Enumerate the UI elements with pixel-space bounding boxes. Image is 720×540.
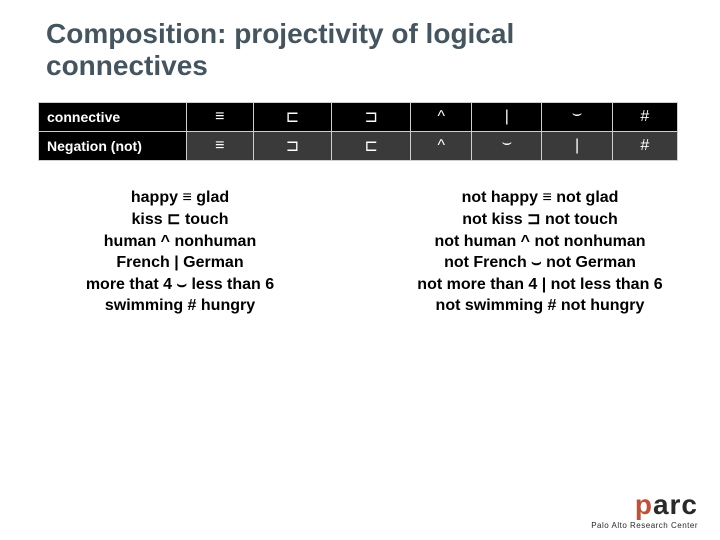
cell: ^ bbox=[411, 103, 472, 132]
projectivity-table: connective ≡ ⊏ ⊐ ^ | ⌣ # Negation (not) … bbox=[38, 102, 678, 161]
logo-accent-letter: p bbox=[635, 489, 653, 520]
cell: ⌣ bbox=[542, 103, 612, 132]
example-line: more that 4 ⌣ less than 6 bbox=[0, 274, 360, 296]
cell: | bbox=[542, 132, 612, 161]
cell: ≡ bbox=[187, 103, 254, 132]
example-line: not kiss ⊐ not touch bbox=[360, 209, 720, 231]
example-line: not French ⌣ not German bbox=[360, 252, 720, 274]
logo-rest: arc bbox=[653, 489, 698, 520]
example-line: human ^ nonhuman bbox=[0, 231, 360, 253]
slide-title: Composition: projectivity of logical con… bbox=[0, 0, 640, 82]
logo-subtitle: Palo Alto Research Center bbox=[591, 521, 698, 530]
logo-text: parc bbox=[591, 489, 698, 521]
cell: ⊏ bbox=[332, 132, 411, 161]
row-label: connective bbox=[39, 103, 187, 132]
example-line: swimming # hungry bbox=[0, 295, 360, 317]
cell: # bbox=[612, 103, 677, 132]
cell: | bbox=[472, 103, 542, 132]
table-row-negation: Negation (not) ≡ ⊐ ⊏ ^ ⌣ | # bbox=[39, 132, 678, 161]
cell: ⊐ bbox=[253, 132, 332, 161]
cell: ⌣ bbox=[472, 132, 542, 161]
example-line: kiss ⊏ touch bbox=[0, 209, 360, 231]
cell: ⊏ bbox=[253, 103, 332, 132]
example-line: not swimming # not hungry bbox=[360, 295, 720, 317]
cell: ^ bbox=[411, 132, 472, 161]
examples-right: not happy ≡ not glad not kiss ⊐ not touc… bbox=[360, 187, 720, 317]
examples-section: happy ≡ glad kiss ⊏ touch human ^ nonhum… bbox=[0, 187, 720, 317]
row-label: Negation (not) bbox=[39, 132, 187, 161]
examples-left: happy ≡ glad kiss ⊏ touch human ^ nonhum… bbox=[0, 187, 360, 317]
example-line: happy ≡ glad bbox=[0, 187, 360, 209]
example-line: French | German bbox=[0, 252, 360, 274]
cell: ⊐ bbox=[332, 103, 411, 132]
parc-logo: parc Palo Alto Research Center bbox=[591, 489, 698, 530]
example-line: not more than 4 | not less than 6 bbox=[360, 274, 720, 296]
table-row-connective: connective ≡ ⊏ ⊐ ^ | ⌣ # bbox=[39, 103, 678, 132]
example-line: not happy ≡ not glad bbox=[360, 187, 720, 209]
cell: ≡ bbox=[187, 132, 254, 161]
example-line: not human ^ not nonhuman bbox=[360, 231, 720, 253]
cell: # bbox=[612, 132, 677, 161]
